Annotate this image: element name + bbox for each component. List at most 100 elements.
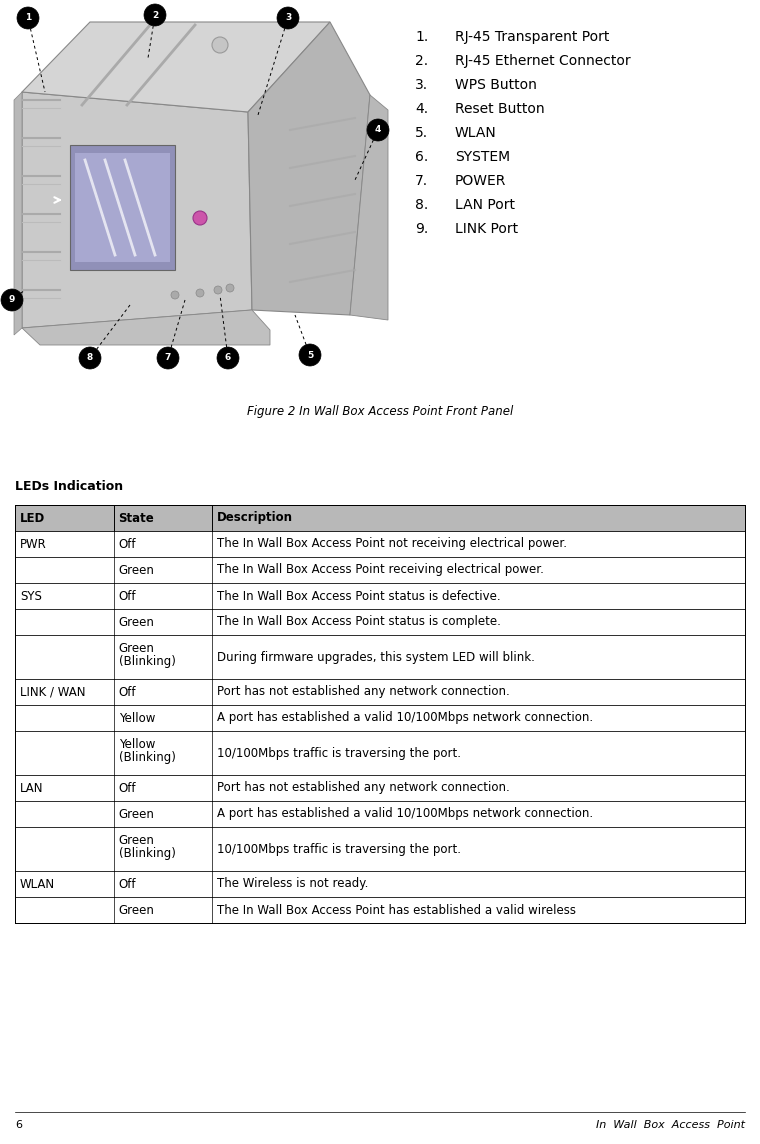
Text: LEDs Indication: LEDs Indication <box>15 480 123 493</box>
Text: The In Wall Box Access Point status is defective.: The In Wall Box Access Point status is d… <box>217 589 501 603</box>
Text: 6.: 6. <box>415 150 428 164</box>
Text: Yellow: Yellow <box>119 738 155 750</box>
Text: RJ-45 Transparent Port: RJ-45 Transparent Port <box>455 30 610 43</box>
Polygon shape <box>248 22 370 315</box>
Circle shape <box>1 289 23 311</box>
Text: Off: Off <box>119 781 136 794</box>
Text: Green: Green <box>119 834 154 847</box>
Bar <box>15 635 745 680</box>
Text: Yellow: Yellow <box>119 712 155 724</box>
Text: Off: Off <box>119 538 136 550</box>
Circle shape <box>299 344 321 366</box>
Circle shape <box>144 3 166 26</box>
Circle shape <box>212 37 228 53</box>
Circle shape <box>171 291 179 299</box>
Text: Green: Green <box>119 615 154 628</box>
Text: 8.: 8. <box>415 198 428 212</box>
Polygon shape <box>22 92 252 328</box>
Text: Green: Green <box>119 808 154 820</box>
Text: POWER: POWER <box>455 174 506 188</box>
Text: In  Wall  Box  Access  Point: In Wall Box Access Point <box>596 1120 745 1130</box>
Circle shape <box>79 347 101 370</box>
Bar <box>15 557 745 583</box>
Text: 6: 6 <box>15 1120 22 1130</box>
Polygon shape <box>22 310 270 345</box>
Text: Off: Off <box>119 685 136 699</box>
Text: Green: Green <box>119 904 154 916</box>
Text: 9: 9 <box>9 295 15 304</box>
Text: Green: Green <box>119 564 154 577</box>
Text: WLAN: WLAN <box>20 877 55 890</box>
Circle shape <box>277 7 299 29</box>
Text: SYS: SYS <box>20 589 42 603</box>
Text: (Blinking): (Blinking) <box>119 750 176 764</box>
Circle shape <box>214 286 222 294</box>
Text: Port has not established any network connection.: Port has not established any network con… <box>217 781 510 794</box>
Text: LINK / WAN: LINK / WAN <box>20 685 85 699</box>
Text: 2.: 2. <box>415 54 428 67</box>
Text: 6: 6 <box>225 353 231 363</box>
Text: A port has established a valid 10/100Mbps network connection.: A port has established a valid 10/100Mbp… <box>217 712 594 724</box>
Text: Off: Off <box>119 589 136 603</box>
Circle shape <box>193 210 207 225</box>
Circle shape <box>17 7 39 29</box>
Text: 7.: 7. <box>415 174 428 188</box>
Text: The Wireless is not ready.: The Wireless is not ready. <box>217 877 369 890</box>
Circle shape <box>196 289 204 297</box>
Polygon shape <box>350 95 388 320</box>
Text: Figure 2 In Wall Box Access Point Front Panel: Figure 2 In Wall Box Access Point Front … <box>247 405 513 418</box>
Bar <box>15 609 745 635</box>
Bar <box>15 705 745 731</box>
Text: State: State <box>119 511 154 524</box>
Text: The In Wall Box Access Point has established a valid wireless: The In Wall Box Access Point has establi… <box>217 904 576 916</box>
Bar <box>15 583 745 609</box>
Text: 4: 4 <box>375 126 382 135</box>
Text: WPS Button: WPS Button <box>455 78 537 92</box>
Circle shape <box>217 347 239 370</box>
Text: Reset Button: Reset Button <box>455 102 545 116</box>
Text: A port has established a valid 10/100Mbps network connection.: A port has established a valid 10/100Mbp… <box>217 808 594 820</box>
Text: During firmware upgrades, this system LED will blink.: During firmware upgrades, this system LE… <box>217 651 535 664</box>
Bar <box>15 680 745 705</box>
Text: 1.: 1. <box>415 30 428 43</box>
Text: PWR: PWR <box>20 538 47 550</box>
Circle shape <box>226 284 234 292</box>
Text: Port has not established any network connection.: Port has not established any network con… <box>217 685 510 699</box>
Text: The In Wall Box Access Point not receiving electrical power.: The In Wall Box Access Point not receivi… <box>217 538 567 550</box>
Text: Off: Off <box>119 877 136 890</box>
Text: 10/100Mbps traffic is traversing the port.: 10/100Mbps traffic is traversing the por… <box>217 747 461 760</box>
Text: LINK Port: LINK Port <box>455 222 518 236</box>
Text: LAN Port: LAN Port <box>455 198 515 212</box>
Text: 4.: 4. <box>415 102 428 116</box>
Text: WLAN: WLAN <box>455 126 497 140</box>
Circle shape <box>367 119 389 141</box>
Bar <box>15 531 745 557</box>
Text: Description: Description <box>217 511 293 524</box>
Polygon shape <box>75 153 170 262</box>
Bar <box>15 505 745 531</box>
Text: 5: 5 <box>307 350 313 359</box>
Text: 10/100Mbps traffic is traversing the port.: 10/100Mbps traffic is traversing the por… <box>217 842 461 856</box>
Text: The In Wall Box Access Point receiving electrical power.: The In Wall Box Access Point receiving e… <box>217 564 544 577</box>
Bar <box>15 801 745 827</box>
Text: 3: 3 <box>285 14 291 23</box>
Text: 2: 2 <box>152 10 158 19</box>
Text: 3.: 3. <box>415 78 428 92</box>
Text: 7: 7 <box>165 353 171 363</box>
Text: The In Wall Box Access Point status is complete.: The In Wall Box Access Point status is c… <box>217 615 501 628</box>
Text: SYSTEM: SYSTEM <box>455 150 510 164</box>
Text: (Blinking): (Blinking) <box>119 847 176 860</box>
Bar <box>15 827 745 871</box>
Bar <box>15 871 745 897</box>
Text: LAN: LAN <box>20 781 43 794</box>
Polygon shape <box>14 92 22 335</box>
Text: 1: 1 <box>25 14 31 23</box>
Text: LED: LED <box>20 511 46 524</box>
Polygon shape <box>22 22 330 112</box>
Bar <box>15 774 745 801</box>
Text: 8: 8 <box>87 353 93 363</box>
Text: RJ-45 Ethernet Connector: RJ-45 Ethernet Connector <box>455 54 631 67</box>
Text: (Blinking): (Blinking) <box>119 656 176 668</box>
Polygon shape <box>70 145 175 270</box>
Text: Green: Green <box>119 642 154 656</box>
